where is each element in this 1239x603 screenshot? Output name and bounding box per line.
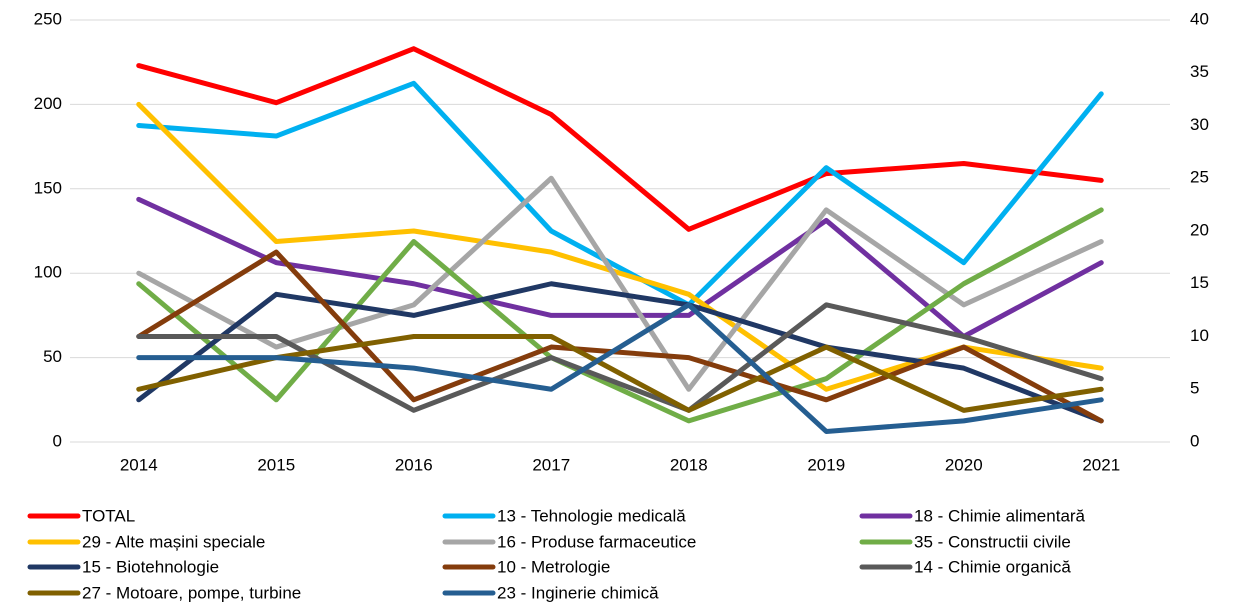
y-tick-label: 100 [34,263,62,282]
legend-item: 14 - Chimie organică [859,557,1071,576]
x-tick-label: 2020 [945,455,983,474]
x-tick-label: 2015 [257,455,295,474]
y2-tick-label: 40 [1190,9,1209,28]
legend-label: 27 - Motoare, pompe, turbine [82,583,301,602]
series-line [136,249,1104,424]
series-line [136,207,1104,424]
legend-label: 10 - Metrologie [497,557,610,576]
y2-tick-label: 0 [1190,431,1199,450]
y-tick-label: 200 [34,94,62,113]
series-line [136,175,1104,392]
y2-tick-label: 30 [1190,115,1209,134]
legend-item: 27 - Motoare, pompe, turbine [27,583,301,602]
y2-tick-label: 15 [1190,273,1209,292]
legend-label: 15 - Biotehnologie [82,557,219,576]
x-tick-label: 2019 [807,455,845,474]
y-tick-label: 0 [53,431,62,450]
legend-item: 15 - Biotehnologie [27,557,219,576]
y-tick-label: 250 [34,9,62,28]
legend-label: 13 - Tehnologie medicală [497,506,686,525]
y2-tick-label: 35 [1190,62,1209,81]
legend-item: 29 - Alte mașini speciale [27,532,265,551]
x-tick-label: 2018 [670,455,708,474]
x-tick-label: 2021 [1082,455,1120,474]
series-line [136,281,1104,424]
y2-tick-label: 20 [1190,220,1209,239]
legend-item: 18 - Chimie alimentară [859,506,1086,525]
legend-label: 23 - Inginerie chimică [497,583,659,602]
legend-label: 18 - Chimie alimentară [914,506,1086,525]
x-tick-label: 2016 [395,455,433,474]
series-line [136,80,1104,308]
series-line [136,196,1104,339]
series-line [136,334,1104,413]
legend-label: 29 - Alte mașini speciale [82,532,265,551]
legend-item: 10 - Metrologie [442,557,610,576]
legend-label: 16 - Produse farmaceutice [497,532,696,551]
x-tick-label: 2017 [532,455,570,474]
y-tick-label: 50 [43,347,62,366]
legend-item: TOTAL [27,506,135,525]
legend-item: 16 - Produse farmaceutice [442,532,696,551]
series-line [136,302,1104,413]
legend-label: 14 - Chimie organică [914,557,1071,576]
legend-item: 35 - Constructii civile [859,532,1071,551]
series-line [136,46,1104,232]
legend-item: 23 - Inginerie chimică [442,583,659,602]
y-tick-label: 150 [34,178,62,197]
x-tick-label: 2014 [120,455,158,474]
legend-label: 35 - Constructii civile [914,532,1071,551]
y2-tick-label: 10 [1190,326,1209,345]
legend-item: 13 - Tehnologie medicală [442,506,686,525]
y2-tick-label: 5 [1190,379,1199,398]
legend-label: TOTAL [82,506,135,525]
series-line [136,302,1104,434]
y2-tick-label: 25 [1190,168,1209,187]
